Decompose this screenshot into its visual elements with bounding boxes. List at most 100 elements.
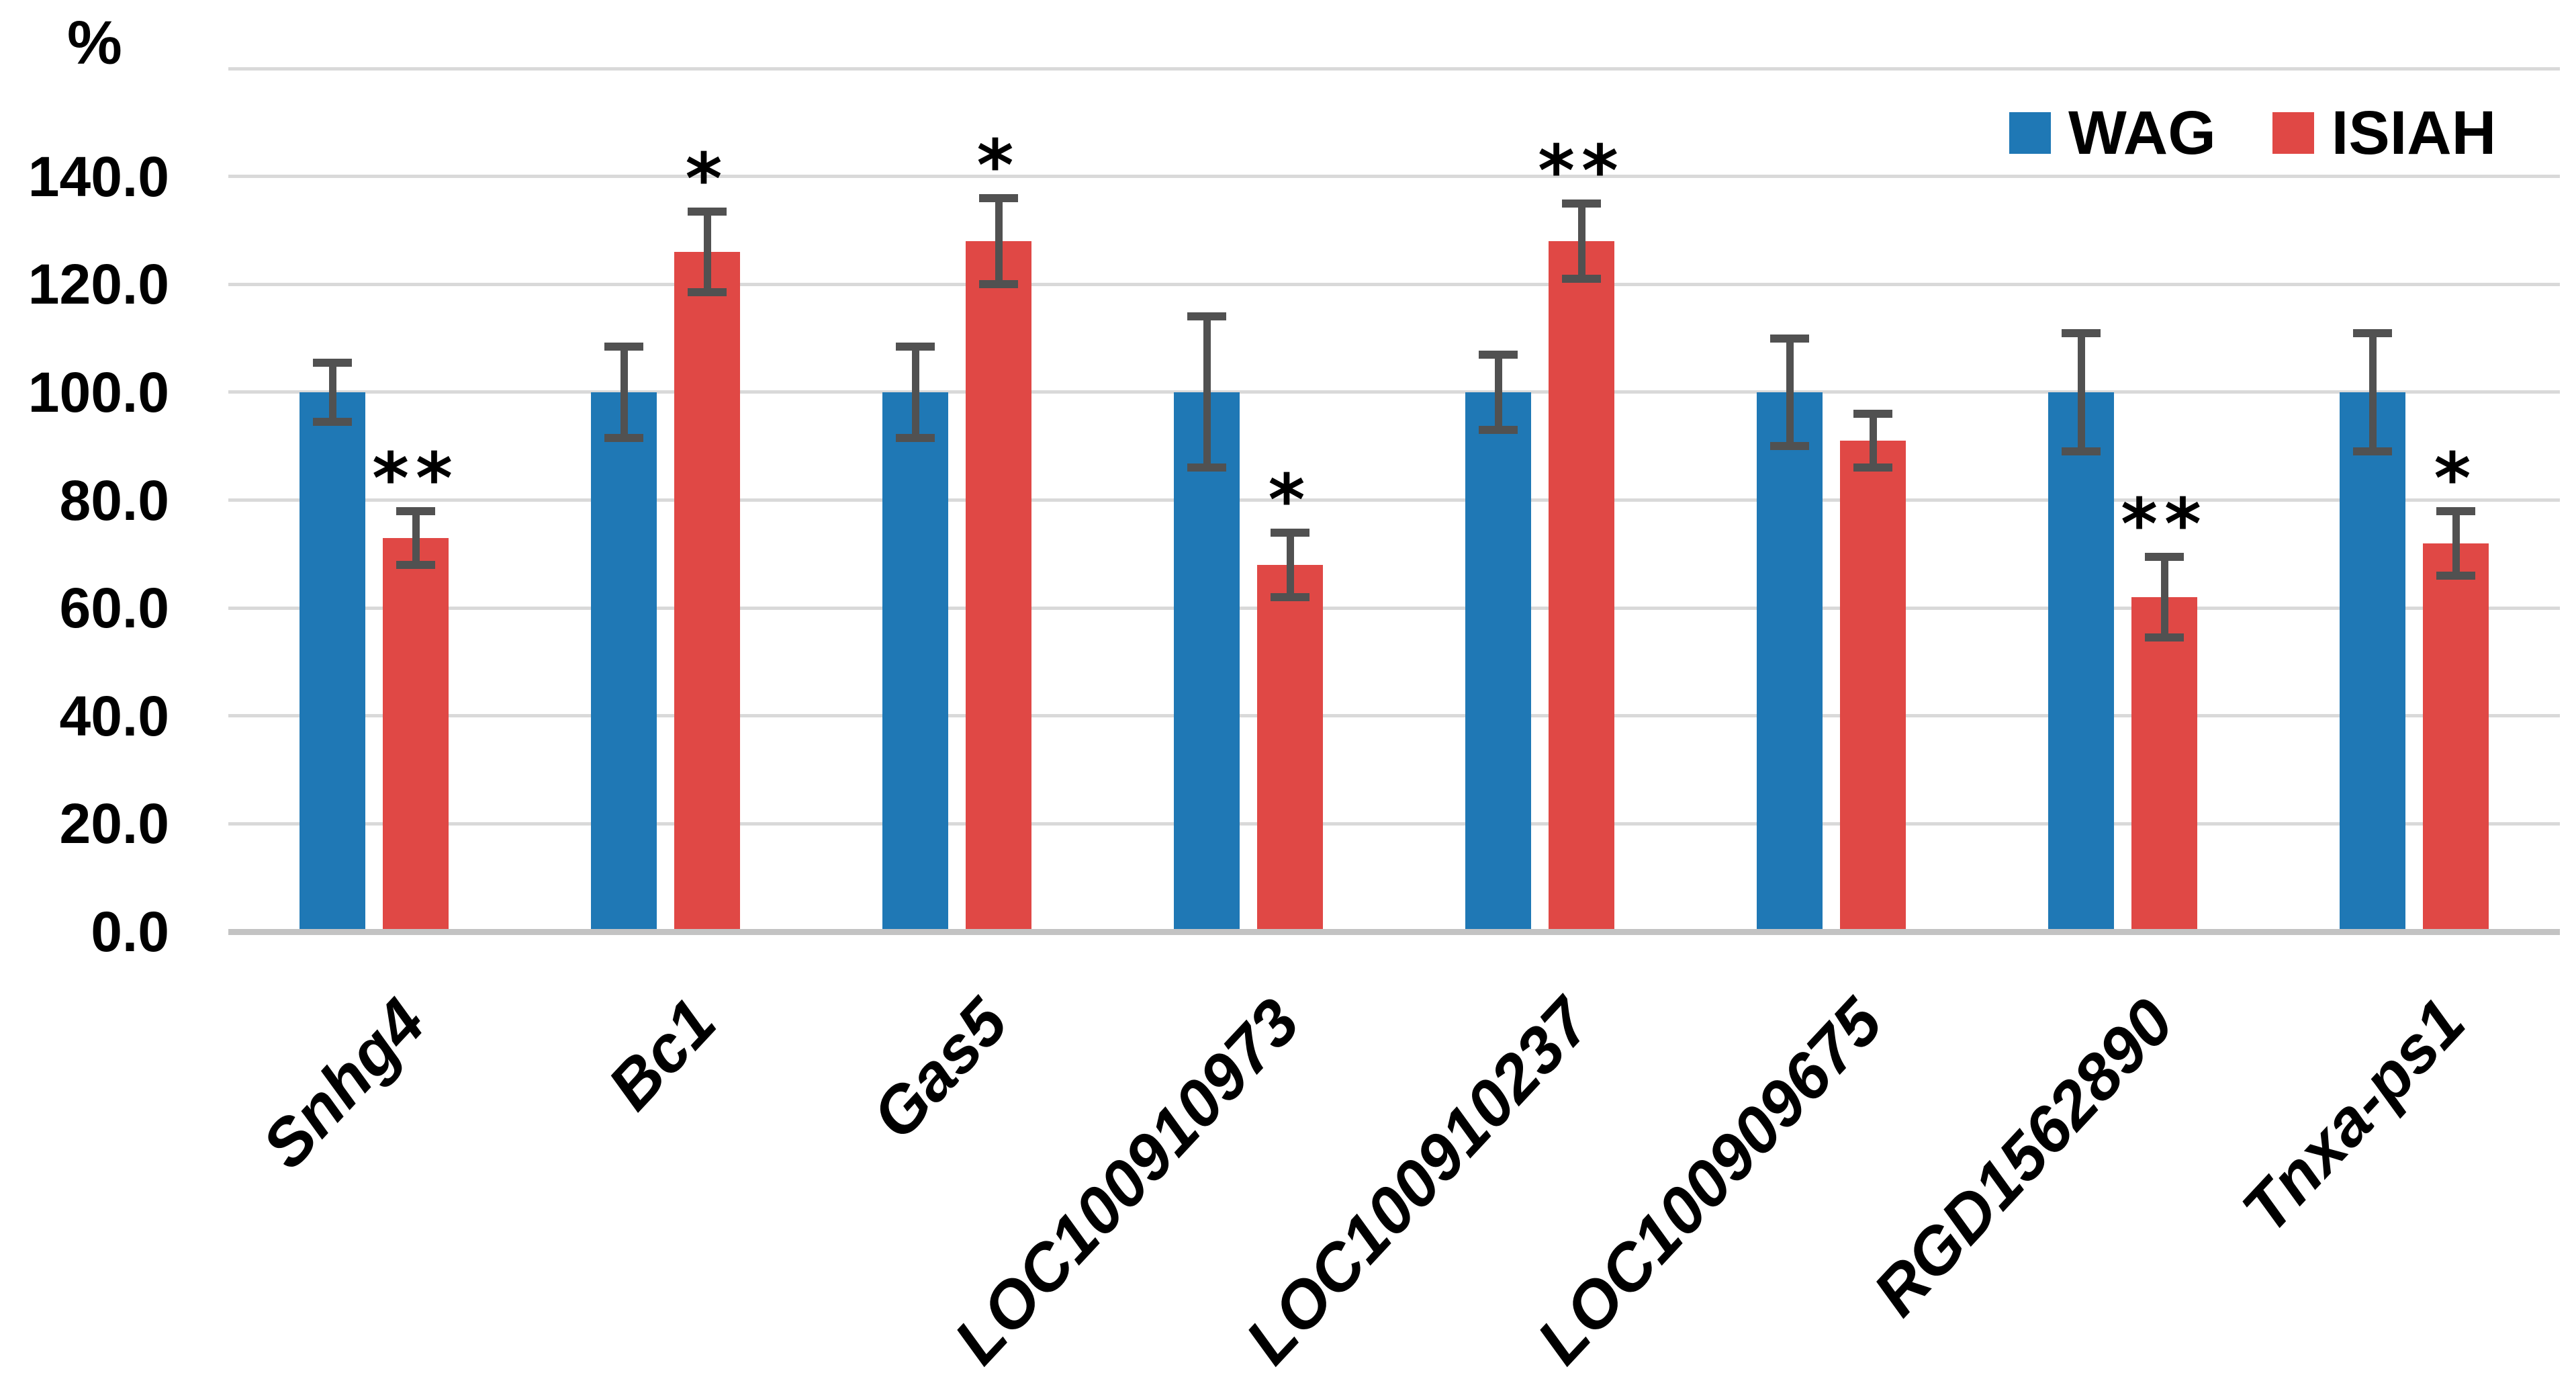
gridline-20 — [228, 822, 2560, 826]
bar-isiah-tnxa-ps1 — [2423, 543, 2489, 933]
error-bar-cap-top-wag-tnxa-ps1 — [2353, 328, 2392, 337]
error-bar-cap-top-isiah-loc100910237 — [1562, 199, 1601, 208]
error-bar-isiah-snhg4 — [412, 511, 420, 565]
error-bar-cap-bottom-wag-loc100909675 — [1770, 442, 1809, 451]
gridline-120 — [228, 282, 2560, 286]
error-bar-cap-bottom-isiah-loc100910237 — [1562, 275, 1601, 283]
error-bar-cap-top-wag-loc100909675 — [1770, 334, 1809, 343]
error-bar-wag-rgd1562890 — [2077, 332, 2085, 452]
error-bar-wag-tnxa-ps1 — [2368, 332, 2377, 452]
y-tick-label-120: 120.0 — [28, 253, 169, 316]
error-bar-cap-bottom-isiah-gas5 — [979, 280, 1018, 289]
error-bar-cap-top-wag-snhg4 — [313, 358, 352, 367]
y-tick-label-100: 100.0 — [28, 360, 169, 424]
bar-isiah-loc100910973 — [1257, 564, 1323, 933]
error-bar-cap-bottom-isiah-snhg4 — [396, 560, 435, 569]
y-axis-title: % — [67, 9, 122, 77]
significance-marker-loc100910973: * — [1268, 459, 1312, 541]
error-bar-wag-loc100910237 — [1494, 354, 1502, 431]
bar-wag-rgd1562890 — [2048, 392, 2114, 933]
error-bar-isiah-loc100910973 — [1286, 532, 1294, 598]
x-axis-line — [228, 929, 2560, 935]
gridline-40 — [228, 714, 2560, 718]
error-bar-cap-bottom-isiah-bc1 — [688, 288, 727, 297]
error-bar-cap-top-wag-loc100910237 — [1479, 350, 1518, 359]
error-bar-cap-bottom-isiah-rgd1562890 — [2145, 633, 2184, 642]
bar-isiah-loc100909675 — [1840, 441, 1906, 933]
error-bar-cap-top-wag-rgd1562890 — [2062, 328, 2101, 337]
error-bar-wag-gas5 — [911, 346, 919, 439]
error-bar-cap-top-isiah-tnxa-ps1 — [2436, 506, 2475, 515]
significance-marker-rgd1562890: ** — [2121, 483, 2208, 566]
legend-swatch-wag — [2009, 112, 2051, 154]
x-tick-label-rgd1562890: RGD1562890 — [1858, 984, 2188, 1330]
bar-wag-loc100910973 — [1174, 392, 1240, 933]
legend-label-wag: WAG — [2068, 99, 2216, 167]
bar-isiah-bc1 — [674, 252, 740, 933]
significance-marker-bc1: * — [685, 138, 729, 220]
significance-marker-gas5: * — [976, 124, 1021, 207]
significance-marker-loc100910237: ** — [1538, 130, 1625, 212]
error-bar-isiah-loc100909675 — [1869, 414, 1877, 468]
error-bar-cap-top-wag-bc1 — [604, 342, 643, 351]
bar-isiah-rgd1562890 — [2131, 597, 2197, 933]
y-tick-label-20: 20.0 — [59, 792, 170, 856]
bar-wag-loc100910237 — [1465, 392, 1531, 933]
error-bar-wag-loc100910973 — [1203, 316, 1211, 468]
bar-wag-bc1 — [591, 392, 657, 933]
error-bar-cap-top-isiah-loc100910973 — [1271, 528, 1309, 537]
significance-marker-tnxa-ps1: * — [2434, 437, 2478, 520]
bar-isiah-loc100910237 — [1549, 241, 1614, 933]
error-bar-cap-bottom-isiah-tnxa-ps1 — [2436, 571, 2475, 580]
error-bar-cap-bottom-wag-loc100910973 — [1187, 463, 1226, 472]
error-bar-cap-top-isiah-snhg4 — [396, 506, 435, 515]
error-bar-cap-bottom-wag-rgd1562890 — [2062, 447, 2101, 456]
error-bar-cap-top-isiah-rgd1562890 — [2145, 552, 2184, 561]
plot-top-border — [228, 66, 2560, 71]
error-bar-isiah-tnxa-ps1 — [2452, 511, 2460, 576]
error-bar-cap-bottom-isiah-loc100909675 — [1853, 463, 1892, 472]
error-bar-cap-bottom-wag-gas5 — [896, 434, 935, 443]
legend: WAG ISIAH — [2009, 102, 2496, 164]
bar-wag-tnxa-ps1 — [2340, 392, 2405, 933]
bar-wag-snhg4 — [300, 392, 365, 933]
error-bar-isiah-bc1 — [703, 211, 711, 293]
significance-marker-snhg4: ** — [372, 437, 459, 520]
y-tick-label-0: 0.0 — [91, 900, 169, 963]
gridline-80 — [228, 498, 2560, 502]
legend-item-wag: WAG — [2009, 102, 2216, 164]
legend-swatch-isiah — [2272, 112, 2314, 154]
x-tick-label-snhg4: Snhg4 — [247, 984, 439, 1182]
error-bar-isiah-rgd1562890 — [2160, 556, 2168, 638]
error-bar-cap-bottom-wag-loc100910237 — [1479, 426, 1518, 435]
x-tick-label-gas5: Gas5 — [858, 984, 1022, 1153]
error-bar-cap-top-isiah-loc100909675 — [1853, 410, 1892, 418]
error-bar-cap-bottom-wag-bc1 — [604, 434, 643, 443]
error-bar-wag-loc100909675 — [1786, 338, 1794, 447]
gridline-60 — [228, 606, 2560, 610]
error-bar-cap-top-isiah-gas5 — [979, 193, 1018, 202]
gridline-140 — [228, 175, 2560, 179]
y-tick-label-60: 60.0 — [59, 576, 170, 640]
error-bar-cap-bottom-wag-snhg4 — [313, 418, 352, 427]
error-bar-cap-bottom-isiah-loc100910973 — [1271, 593, 1309, 602]
y-tick-label-40: 40.0 — [59, 684, 170, 748]
bar-wag-gas5 — [882, 392, 948, 933]
error-bar-cap-top-isiah-bc1 — [688, 207, 727, 216]
error-bar-cap-top-wag-loc100910973 — [1187, 312, 1226, 321]
error-bar-cap-top-wag-gas5 — [896, 342, 935, 351]
bar-wag-loc100909675 — [1757, 392, 1823, 933]
error-bar-isiah-loc100910237 — [1577, 203, 1585, 279]
bar-isiah-snhg4 — [383, 537, 449, 933]
x-tick-label-bc1: Bc1 — [594, 984, 731, 1124]
error-bar-wag-bc1 — [620, 346, 628, 439]
error-bar-wag-snhg4 — [328, 362, 336, 423]
gridline-100 — [228, 390, 2560, 394]
error-bar-cap-bottom-wag-tnxa-ps1 — [2353, 447, 2392, 456]
legend-label-isiah: ISIAH — [2331, 99, 2497, 167]
x-tick-label-tnxa-ps1: Tnxa-ps1 — [2227, 984, 2479, 1247]
bar-isiah-gas5 — [966, 241, 1031, 933]
y-tick-label-80: 80.0 — [59, 468, 170, 532]
error-bar-isiah-gas5 — [995, 197, 1003, 285]
